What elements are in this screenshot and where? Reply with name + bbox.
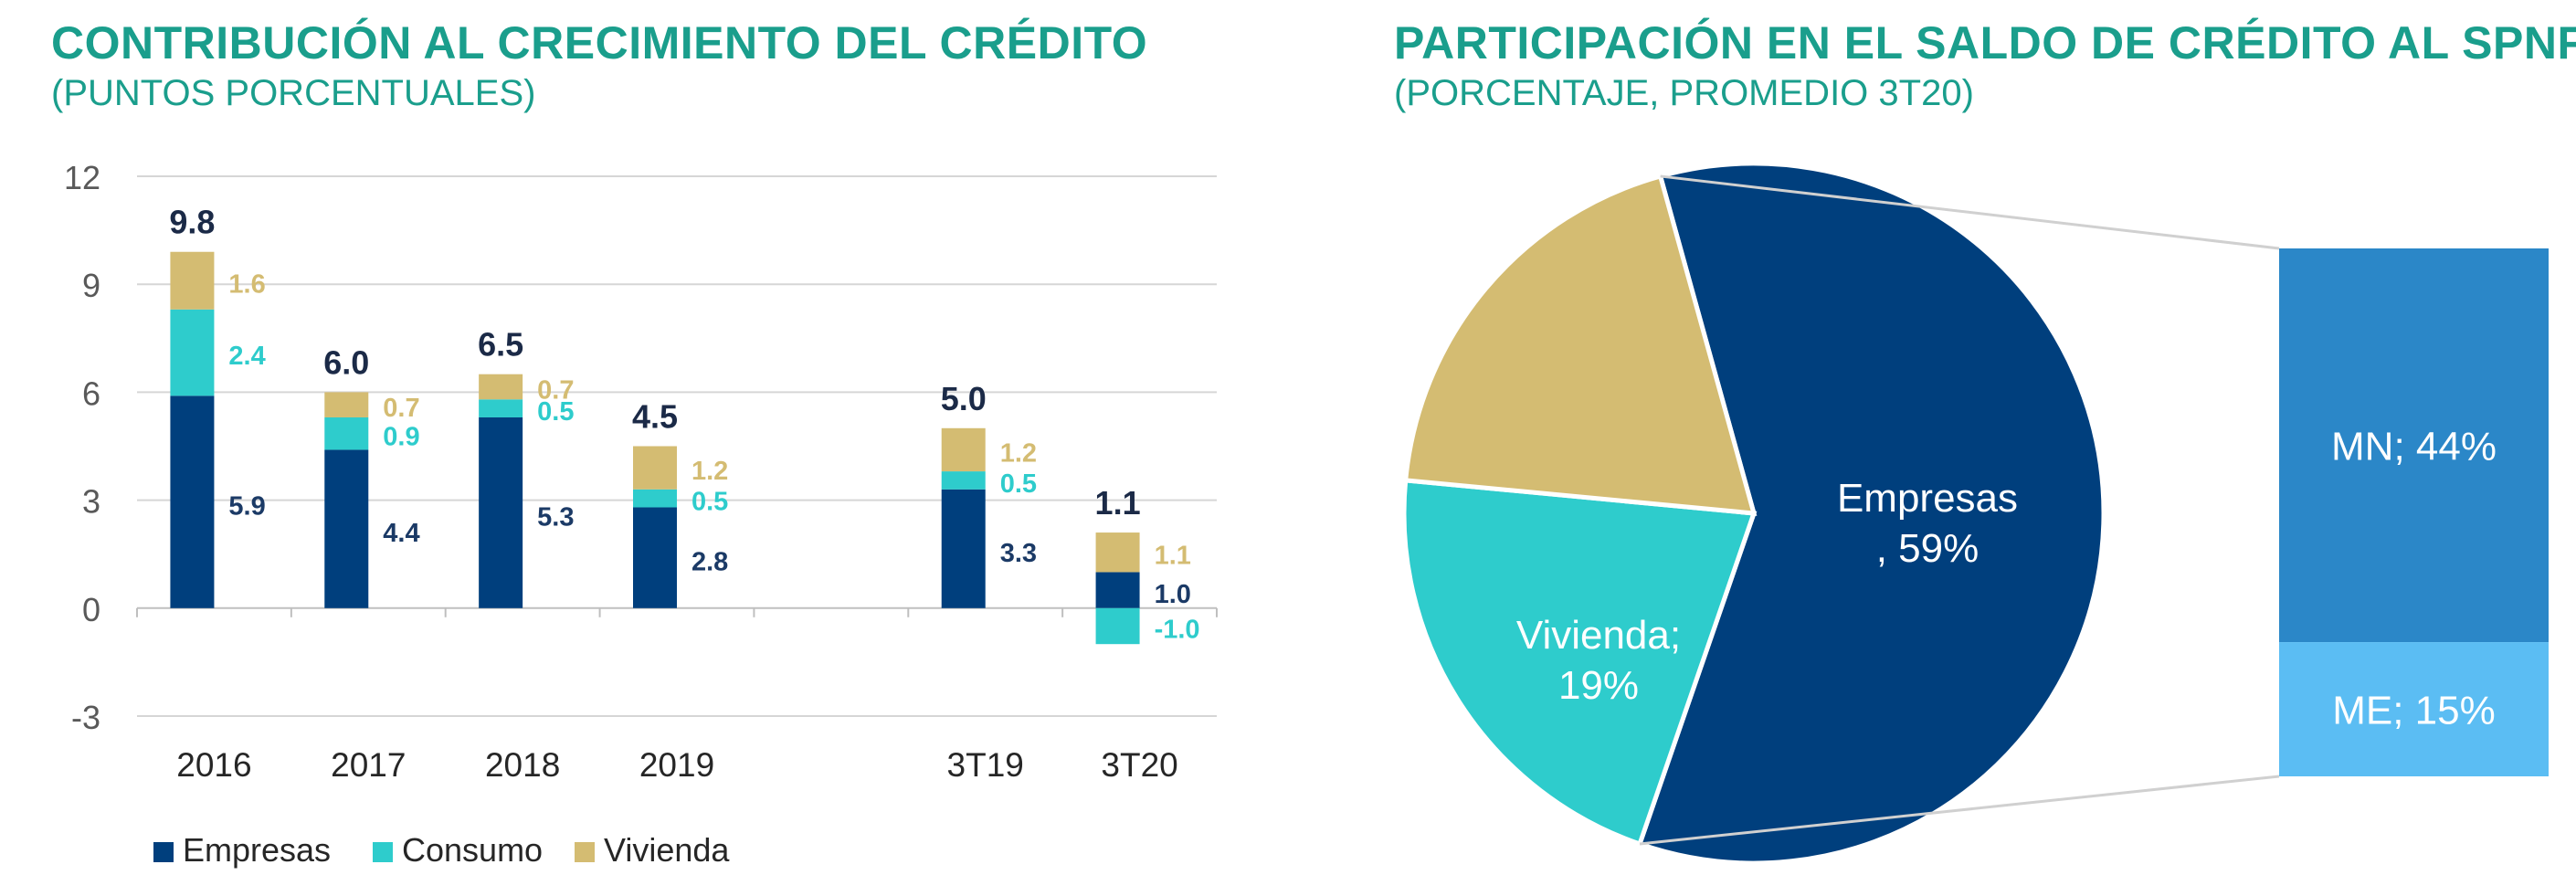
pie-slice-vivienda — [1402, 173, 1758, 516]
legend-label-consumo: Consumo — [402, 831, 543, 869]
right-chart-subtitle: (PORCENTAJE, PROMEDIO 3T20) — [1394, 73, 1974, 113]
legend-swatch-vivienda — [575, 842, 595, 862]
data-label-vivienda: 1.2 — [692, 457, 728, 486]
data-label-empresas: 3.3 — [1000, 539, 1037, 568]
y-tick-label: 3 — [82, 483, 100, 521]
left-chart-subtitle: (PUNTOS PORCENTUALES) — [51, 73, 536, 113]
data-label-empresas: 1.0 — [1155, 580, 1191, 609]
legend-label-vivienda: Vivienda — [604, 831, 730, 869]
bar-vivienda — [1095, 532, 1140, 573]
bar-vivienda — [941, 427, 986, 472]
x-tick-label: 3T20 — [1101, 746, 1177, 784]
bar-vivienda — [479, 374, 523, 400]
y-tick-label: -3 — [71, 699, 100, 736]
pie-breakdown: MN; 44% ME; 15% — [1639, 174, 2549, 846]
bar-empresas — [479, 416, 523, 608]
legend-swatch-empresas — [153, 842, 174, 862]
breakdown-segment-me — [2279, 642, 2549, 776]
data-label-vivienda: 0.7 — [537, 375, 574, 405]
bar-empresas — [1095, 572, 1140, 608]
x-tick-label: 3T19 — [947, 746, 1024, 784]
total-label: 6.5 — [478, 326, 523, 364]
connector-line — [1660, 174, 2280, 250]
bar-consumo — [633, 489, 677, 508]
breakdown-label-mn: MN; 44% — [2331, 425, 2497, 469]
bar-empresas — [324, 449, 369, 608]
x-tick-label: 2016 — [176, 746, 251, 784]
bar-chart-labels: 20165.92.41.69.820174.40.90.76.020185.30… — [169, 204, 1199, 784]
bar-vivienda — [633, 446, 677, 490]
data-label-empresas: 2.8 — [692, 548, 728, 577]
pie-chart: Empresas, 59%Consumo;21%Vivienda;19% — [1401, 161, 2106, 866]
data-label-vivienda: 0.7 — [383, 394, 419, 423]
x-tick-label: 2019 — [639, 746, 714, 784]
total-label: 4.5 — [632, 398, 678, 436]
x-tick-label: 2018 — [485, 746, 560, 784]
x-tick-label: 2017 — [331, 746, 406, 784]
pie-slice-empresas — [1636, 161, 2106, 866]
data-label-consumo: -1.0 — [1155, 616, 1200, 645]
data-label-consumo: 0.9 — [383, 423, 419, 452]
pie-slice-consumo — [1401, 478, 1758, 848]
bar-consumo — [941, 471, 986, 490]
breakdown-label-me: ME; 15% — [2332, 689, 2496, 733]
total-label: 5.0 — [941, 380, 987, 417]
left-chart-title: CONTRIBUCIÓN AL CRECIMIENTO DEL CRÉDITO — [51, 17, 1148, 69]
data-label-empresas: 4.4 — [383, 519, 419, 548]
bar-vivienda — [324, 392, 369, 417]
y-tick-label: 9 — [82, 267, 100, 304]
bar-consumo — [324, 416, 369, 450]
data-label-empresas: 5.9 — [228, 492, 265, 522]
legend-swatch-consumo — [373, 842, 393, 862]
data-label-consumo: 2.4 — [228, 342, 265, 371]
data-label-consumo: 0.5 — [692, 488, 728, 517]
bar-empresas — [633, 507, 677, 608]
bar-consumo — [479, 399, 523, 417]
bar-chart-bars — [170, 251, 1140, 645]
y-tick-label: 0 — [82, 591, 100, 628]
connector-line — [1639, 775, 2280, 846]
data-label-consumo: 0.5 — [1000, 469, 1037, 499]
breakdown-segment-mn — [2279, 248, 2549, 643]
data-label-empresas: 5.3 — [537, 502, 574, 532]
bar-empresas — [941, 489, 986, 608]
total-label: 9.8 — [169, 204, 215, 241]
data-label-vivienda: 1.6 — [228, 269, 265, 299]
data-label-vivienda: 1.2 — [1000, 438, 1037, 468]
bar-consumo — [1095, 607, 1140, 645]
pie-label-empresas: Empresas, 59% — [1837, 476, 2018, 571]
data-label-consumo: 0.5 — [537, 397, 574, 427]
right-chart-title: PARTICIPACIÓN EN EL SALDO DE CRÉDITO AL … — [1394, 17, 2576, 69]
y-tick-label: 12 — [64, 159, 100, 196]
pie-label-vivienda: Vivienda; 19% — [1516, 613, 1681, 708]
data-label-vivienda: 1.1 — [1155, 542, 1191, 571]
legend-label-empresas: Empresas — [183, 831, 331, 869]
bar-consumo — [170, 309, 215, 396]
bar-vivienda — [170, 251, 215, 310]
total-label: 6.0 — [323, 343, 369, 381]
bar-chart-legend: Empresas Consumo Vivienda — [153, 831, 730, 869]
bar-empresas — [170, 395, 215, 608]
y-tick-label: 6 — [82, 374, 100, 412]
total-label: 1.1 — [1095, 484, 1141, 522]
